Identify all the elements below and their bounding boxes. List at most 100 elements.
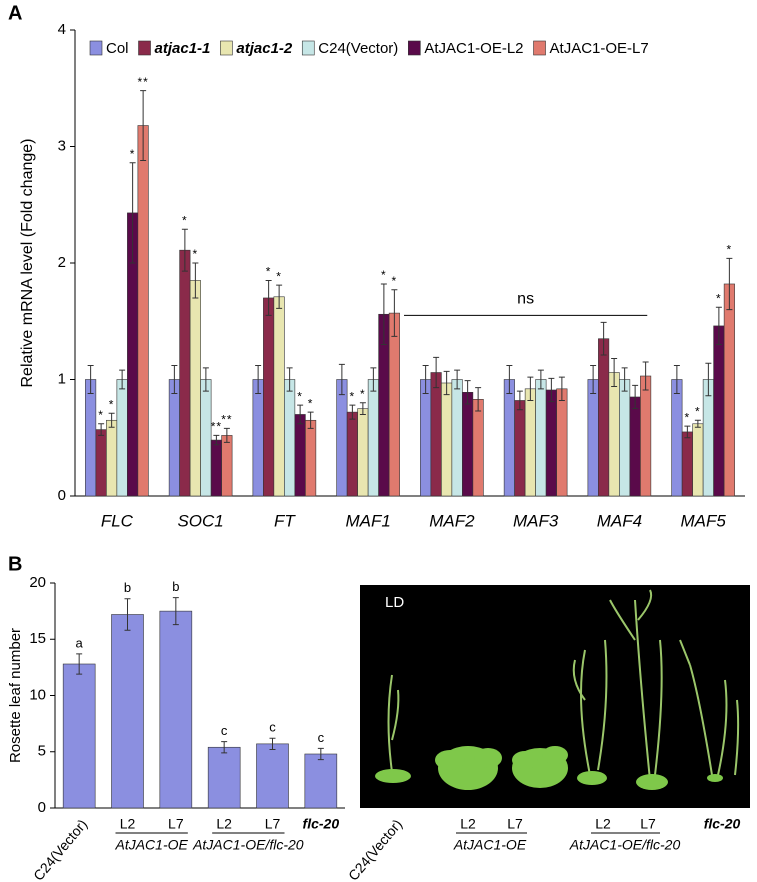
x-tick-label: MAF4 xyxy=(597,511,642,530)
bar xyxy=(179,249,191,497)
bar xyxy=(207,746,241,809)
error-bar xyxy=(359,402,366,415)
legend-swatch xyxy=(301,40,315,56)
error-bar xyxy=(380,283,387,346)
legend-swatch xyxy=(89,40,103,56)
x-tick-label: C24(Vector) xyxy=(30,816,90,882)
significance-label: * xyxy=(716,291,722,305)
significance-label: * xyxy=(308,396,314,410)
significance-label: * xyxy=(685,410,691,424)
bar xyxy=(304,753,338,809)
significance-label: * xyxy=(276,269,282,283)
error-bar xyxy=(642,361,649,391)
bar xyxy=(294,414,306,497)
x-tick-label: MAF1 xyxy=(345,511,390,530)
error-bar xyxy=(223,427,230,443)
error-bar xyxy=(527,376,534,401)
error-bar xyxy=(433,356,440,389)
bar xyxy=(441,382,453,497)
photo-label: L2 xyxy=(595,816,611,832)
y-tick-label: 15 xyxy=(29,630,46,647)
bar xyxy=(95,429,107,497)
y-tick-label: 20 xyxy=(29,574,46,591)
error-bar xyxy=(181,228,188,272)
bar xyxy=(587,379,599,497)
error-bar xyxy=(76,653,83,675)
error-bar xyxy=(338,363,345,396)
error-bar xyxy=(129,162,136,264)
plant-stems xyxy=(387,589,740,781)
x-tick-label: FT xyxy=(274,511,296,530)
error-bar xyxy=(694,419,701,428)
bar xyxy=(388,312,400,497)
error-bar xyxy=(391,289,398,337)
bar xyxy=(503,379,515,497)
significance-label: c xyxy=(318,730,325,745)
error-bar xyxy=(307,411,314,429)
error-bar xyxy=(213,434,220,446)
significance-label: * xyxy=(98,408,104,422)
error-bar xyxy=(475,387,482,412)
significance-label: c xyxy=(269,720,276,735)
bar xyxy=(256,743,289,809)
significance-label: * xyxy=(182,213,188,227)
bar xyxy=(535,379,547,497)
annotation: ns xyxy=(517,291,534,308)
bar xyxy=(263,297,275,497)
error-bar xyxy=(621,367,628,392)
x-tick-label: SOC1 xyxy=(177,511,223,530)
bar xyxy=(367,379,379,497)
significance-label: * xyxy=(109,397,115,411)
error-bar xyxy=(600,321,607,356)
error-bar xyxy=(119,369,126,390)
significance-label: * xyxy=(297,389,303,403)
error-bar xyxy=(98,423,105,436)
group-label: AtJAC1-OE xyxy=(114,837,188,853)
bar xyxy=(284,379,296,497)
error-bar xyxy=(506,365,513,394)
error-bar xyxy=(202,367,209,392)
error-bar xyxy=(349,404,356,420)
bar xyxy=(85,379,97,497)
y-tick-label: 2 xyxy=(58,254,66,271)
error-bar xyxy=(265,279,272,316)
panel-letter: A xyxy=(8,2,22,24)
bar xyxy=(168,379,180,497)
error-bar xyxy=(276,284,283,309)
bar xyxy=(692,423,704,497)
significance-label: a xyxy=(76,635,84,650)
bar xyxy=(62,663,96,809)
error-bar xyxy=(443,370,450,396)
bar xyxy=(336,379,348,497)
error-bar xyxy=(464,380,471,405)
error-bar xyxy=(286,367,293,392)
error-bar xyxy=(171,365,178,394)
bar xyxy=(116,379,128,497)
panel-letter: B xyxy=(8,553,22,575)
x-tick-label: L2 xyxy=(216,816,232,832)
bar xyxy=(252,379,264,497)
legend-swatch xyxy=(533,40,546,56)
photo: LD xyxy=(360,585,750,808)
error-bar xyxy=(715,306,722,346)
photo-label: L7 xyxy=(507,816,523,832)
error-bar xyxy=(537,369,544,390)
error-bar xyxy=(611,358,618,387)
error-bar xyxy=(454,369,461,390)
photo-label: flc-20 xyxy=(704,816,741,832)
bar xyxy=(713,325,725,497)
significance-label: * xyxy=(350,389,356,403)
bar xyxy=(200,379,212,497)
x-tick-label: L7 xyxy=(265,816,281,832)
photo-label: L7 xyxy=(640,816,656,832)
y-tick-label: 1 xyxy=(58,370,66,387)
photo-group-label: AtJAC1-OE/flc-20 xyxy=(569,837,681,853)
legend-label: AtJAC1-OE-L2 xyxy=(424,40,523,57)
bar xyxy=(556,388,568,497)
bar xyxy=(210,439,222,497)
x-tick-label: MAF5 xyxy=(680,511,726,530)
significance-label: ** xyxy=(211,420,222,434)
error-bar xyxy=(370,367,377,392)
significance-label: * xyxy=(193,247,199,261)
